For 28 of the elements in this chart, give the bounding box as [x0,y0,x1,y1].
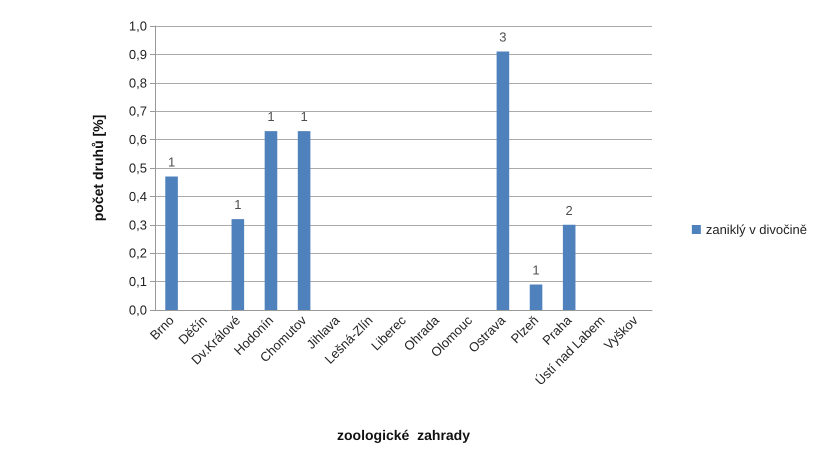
y-tick-label: 0,0 [128,302,147,318]
annotation: 1 [300,109,308,124]
annotation: 1 [267,109,275,124]
y-tick-label: 0,4 [128,188,147,204]
x-axis-title: zoologické zahrady [336,427,470,443]
y-tick-label: 0,6 [128,132,147,148]
bar [562,224,576,310]
y-tick-label: 0,1 [128,274,147,290]
bar [264,131,278,310]
y-tick-label: 0,2 [128,246,147,261]
y-tick-label: 0,3 [128,217,147,232]
y-tick-label: 0,5 [128,160,147,176]
annotation: 2 [566,202,573,218]
annotation: 1 [234,197,242,212]
bar [232,219,244,310]
legend-label: zaniklý v divočině [706,222,807,237]
annotation: 1 [532,262,540,278]
y-tick-label: 0,9 [128,46,147,62]
y-tick-label: 0,7 [128,104,147,119]
y-tick-label: 0,8 [128,75,147,90]
bar [496,52,510,310]
y-tick-label: 1,0 [128,18,147,34]
y-axis-title: počet druhů [%] [90,114,106,222]
bar [530,284,542,310]
bar [298,131,310,310]
bar [165,176,178,310]
annotation: 3 [499,30,507,45]
annotation: 1 [168,154,176,170]
